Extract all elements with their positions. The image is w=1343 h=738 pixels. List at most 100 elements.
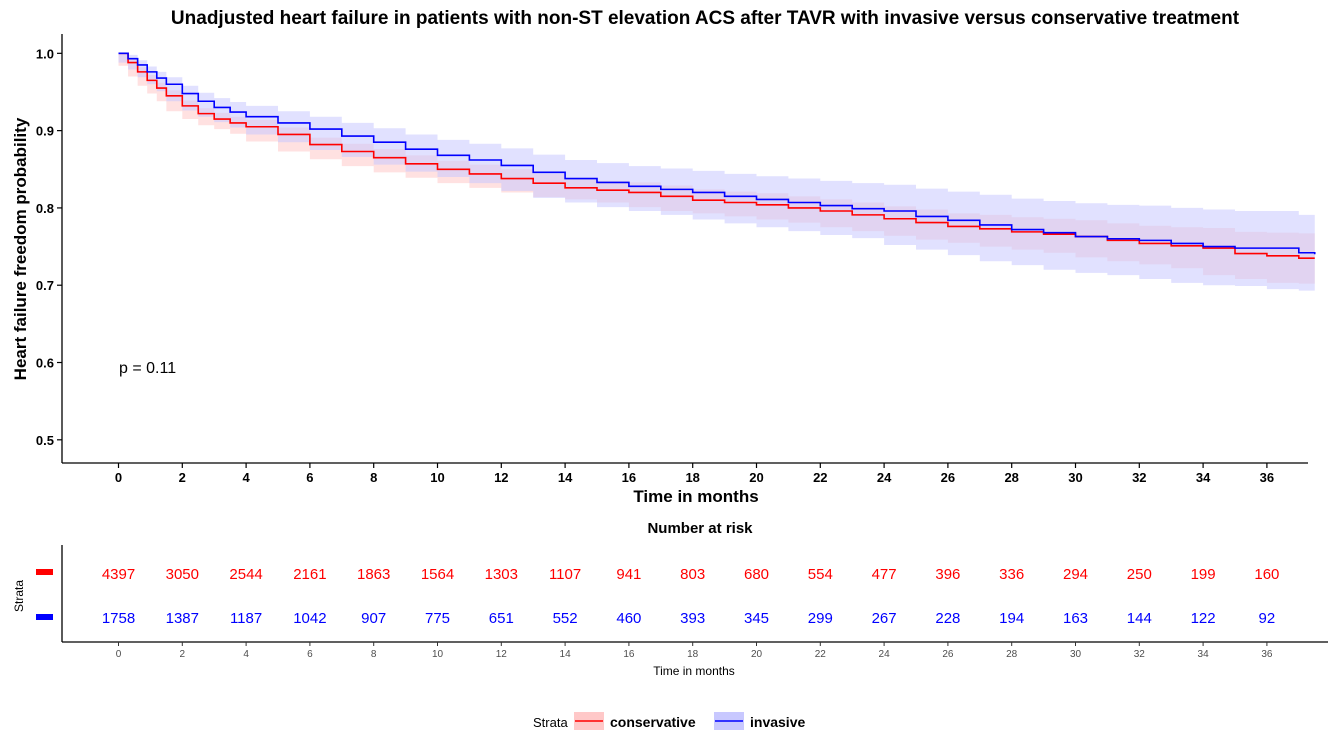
risk-x-tick-label: 32 [1134, 649, 1146, 660]
x-tick-label: 26 [941, 470, 955, 485]
x-tick-label: 18 [685, 470, 699, 485]
risk-count-conservative: 2544 [229, 566, 262, 583]
risk-count-invasive: 1387 [166, 610, 199, 627]
risk-x-tick-label: 14 [560, 649, 572, 660]
risk-count-invasive: 775 [425, 610, 450, 627]
x-tick-label: 10 [430, 470, 444, 485]
risk-count-conservative: 199 [1191, 566, 1216, 583]
risk-count-conservative: 803 [680, 566, 705, 583]
risk-count-conservative: 250 [1127, 566, 1152, 583]
risk-count-conservative: 477 [872, 566, 897, 583]
risk-count-conservative: 3050 [166, 566, 199, 583]
risk-row-conservative-key [36, 569, 53, 575]
risk-count-invasive: 552 [553, 610, 578, 627]
risk-x-tick-label: 24 [879, 649, 891, 660]
y-tick-label: 1.0 [36, 46, 54, 61]
risk-count-invasive: 1042 [293, 610, 326, 627]
y-tick-label: 0.8 [36, 201, 54, 216]
risk-table-numbers: 4397 3050 2544 2161 1863 1564 1303 1107 941 803 68… [102, 566, 1280, 627]
risk-count-conservative: 554 [808, 566, 833, 583]
risk-x-tick-label: 8 [371, 649, 377, 660]
chart-title: Unadjusted heart failure in patients wit… [171, 8, 1240, 29]
x-tick-label: 34 [1196, 470, 1211, 485]
risk-x-tick-label: 28 [1006, 649, 1018, 660]
x-tick-label: 28 [1004, 470, 1018, 485]
confidence-bands [118, 53, 1315, 291]
band-invasive [118, 53, 1315, 291]
risk-count-invasive: 907 [361, 610, 386, 627]
legend-label-conservative: conservative [610, 714, 696, 730]
risk-x-tick-label: 30 [1070, 649, 1082, 660]
y-tick-label: 0.7 [36, 278, 54, 293]
x-tick-label: 24 [877, 470, 892, 485]
x-tick-label: 2 [179, 470, 186, 485]
legend-title: Strata [533, 715, 568, 730]
x-tick-label: 36 [1260, 470, 1274, 485]
risk-x-tick-label: 20 [751, 649, 763, 660]
y-axis-ticks: 0.5 0.6 0.7 0.8 0.9 1.0 [36, 46, 62, 448]
x-tick-label: 14 [558, 470, 573, 485]
risk-count-invasive: 651 [489, 610, 514, 627]
risk-count-conservative: 1303 [485, 566, 518, 583]
x-tick-label: 32 [1132, 470, 1146, 485]
risk-x-tick-label: 22 [815, 649, 827, 660]
risk-x-tick-label: 12 [496, 649, 508, 660]
risk-x-tick-label: 0 [116, 649, 122, 660]
x-tick-label: 6 [306, 470, 313, 485]
risk-table-title: Number at risk [647, 520, 753, 537]
risk-count-conservative: 396 [935, 566, 960, 583]
curve-invasive [118, 52, 1316, 255]
x-axis-title: Time in months [633, 487, 758, 506]
x-tick-label: 4 [242, 470, 250, 485]
risk-count-invasive: 345 [744, 610, 769, 627]
risk-count-invasive: 194 [999, 610, 1024, 627]
x-tick-label: 30 [1068, 470, 1082, 485]
risk-count-invasive: 299 [808, 610, 833, 627]
risk-x-axis-ticks: 0 2 4 6 8 10 12 14 16 18 20 22 24 26 28 30 32 34 36 [116, 642, 1273, 660]
risk-count-invasive: 122 [1191, 610, 1216, 627]
risk-x-tick-label: 36 [1261, 649, 1273, 660]
risk-count-conservative: 4397 [102, 566, 135, 583]
risk-x-tick-label: 4 [243, 649, 249, 660]
risk-count-conservative: 1863 [357, 566, 390, 583]
risk-x-tick-label: 6 [307, 649, 313, 660]
risk-x-tick-label: 34 [1198, 649, 1210, 660]
x-tick-label: 0 [115, 470, 122, 485]
survival-curves [118, 52, 1316, 259]
risk-count-invasive: 144 [1127, 610, 1152, 627]
risk-x-tick-label: 16 [623, 649, 635, 660]
legend-label-invasive: invasive [750, 714, 805, 730]
legend: Strata conservative invasive [533, 712, 805, 730]
risk-count-invasive: 1758 [102, 610, 135, 627]
risk-count-invasive: 1187 [230, 610, 262, 627]
x-tick-label: 8 [370, 470, 377, 485]
risk-count-conservative: 336 [999, 566, 1024, 583]
x-tick-label: 12 [494, 470, 508, 485]
p-value-annotation: p = 0.11 [119, 360, 176, 377]
y-tick-label: 0.5 [36, 433, 54, 448]
risk-count-invasive: 92 [1259, 610, 1276, 627]
risk-count-conservative: 294 [1063, 566, 1088, 583]
risk-count-invasive: 267 [872, 610, 897, 627]
x-tick-label: 16 [622, 470, 636, 485]
risk-count-invasive: 163 [1063, 610, 1088, 627]
risk-count-conservative: 1107 [549, 566, 581, 583]
y-tick-label: 0.9 [36, 124, 54, 139]
risk-count-invasive: 393 [680, 610, 705, 627]
x-tick-label: 22 [813, 470, 827, 485]
risk-x-tick-label: 2 [180, 649, 186, 660]
risk-count-conservative: 680 [744, 566, 769, 583]
risk-x-tick-label: 26 [942, 649, 954, 660]
risk-count-conservative: 941 [616, 566, 641, 583]
risk-x-tick-label: 18 [687, 649, 699, 660]
risk-y-axis-title: Strata [12, 580, 26, 612]
risk-count-invasive: 460 [616, 610, 641, 627]
x-axis-ticks: 0 2 4 6 8 10 12 14 16 18 20 22 24 26 28 30 32 34 36 [115, 463, 1274, 485]
y-tick-label: 0.6 [36, 356, 54, 371]
risk-x-tick-label: 10 [432, 649, 444, 660]
x-tick-label: 20 [749, 470, 763, 485]
y-axis-title: Heart failure freedom probability [11, 117, 30, 380]
risk-row-invasive-key [36, 614, 53, 620]
risk-x-axis-title: Time in months [653, 664, 735, 678]
